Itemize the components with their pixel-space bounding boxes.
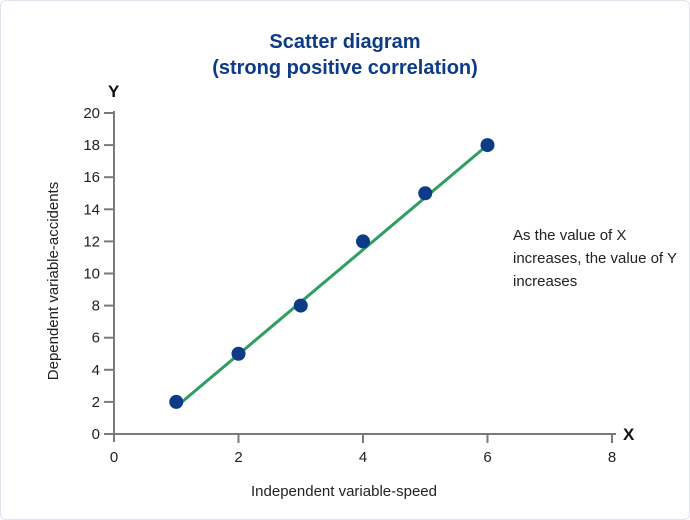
chart-subtitle: (strong positive correlation)	[212, 57, 478, 79]
x-tick-label: 2	[234, 449, 242, 466]
y-axis-title: Dependent variable-accidents	[45, 182, 62, 380]
data-point	[480, 138, 495, 153]
x-axis-letter: X	[623, 425, 635, 444]
y-tick-label: 8	[92, 298, 100, 315]
y-tick-label: 6	[92, 330, 100, 347]
y-tick-label: 14	[83, 201, 100, 218]
chart-title: Scatter diagram	[269, 31, 421, 53]
y-tick-label: 12	[83, 233, 100, 250]
y-tick-label: 18	[83, 137, 100, 154]
y-tick-label: 2	[92, 394, 100, 411]
trend-line	[174, 143, 489, 409]
chart-annotation: As the value of X increases, the value o…	[513, 227, 677, 290]
data-point	[293, 298, 308, 313]
data-point	[418, 186, 433, 201]
data-point	[356, 234, 370, 249]
x-tick-label: 4	[359, 449, 367, 466]
y-tick-label: 0	[92, 426, 100, 443]
x-tick-label: 6	[483, 449, 491, 466]
y-tick-label: 20	[83, 105, 100, 122]
x-tick-label: 8	[608, 449, 616, 466]
y-tick-label: 4	[92, 362, 100, 379]
x-tick-label: 0	[110, 449, 118, 466]
y-tick-label: 16	[83, 169, 100, 186]
data-point	[169, 394, 184, 409]
x-axis-title: Independent variable-speed	[251, 483, 437, 500]
y-axis-letter: Y	[108, 82, 120, 101]
y-tick-label: 10	[83, 266, 100, 283]
data-point	[231, 346, 246, 361]
